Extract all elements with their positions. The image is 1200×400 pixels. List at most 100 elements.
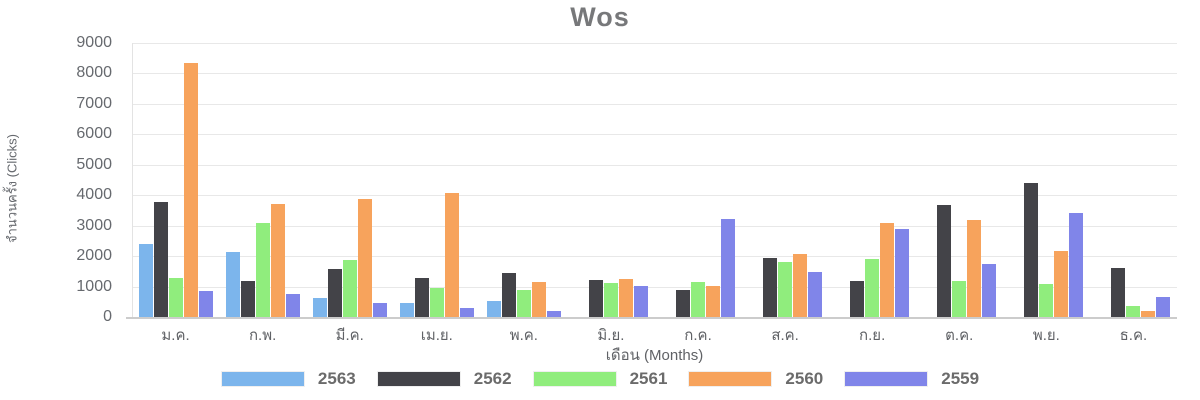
- bar-2561-ก.ย.[interactable]: [865, 259, 880, 317]
- bar-2563-พ.ค.[interactable]: [486, 301, 501, 317]
- y-tick-label: 4000: [76, 186, 112, 204]
- gridline: [132, 43, 1177, 44]
- legend-label: 2560: [785, 369, 824, 388]
- bar-2560-ต.ค.[interactable]: [967, 220, 982, 317]
- bar-2562-ส.ค.[interactable]: [763, 258, 778, 317]
- bar-2562-ก.พ.[interactable]: [240, 281, 255, 317]
- bar-2560-ม.ค.[interactable]: [183, 63, 198, 317]
- bar-2559-ธ.ค.[interactable]: [1156, 297, 1171, 317]
- bar-group-7: [654, 43, 741, 317]
- bar-group-11: [1003, 43, 1090, 317]
- bar-2562-มิ.ย.[interactable]: [588, 280, 603, 317]
- bar-2559-พ.ค.[interactable]: [546, 311, 561, 317]
- bar-2559-ก.ย.[interactable]: [895, 229, 910, 317]
- bar-2561-มี.ค.[interactable]: [342, 260, 357, 317]
- bar-2561-ส.ค.[interactable]: [778, 262, 793, 317]
- bar-group-9: [829, 43, 916, 317]
- chart-title: Wos: [570, 2, 630, 32]
- x-tick-label: พ.ค.: [509, 327, 538, 344]
- bar-2561-ธ.ค.[interactable]: [1126, 306, 1141, 317]
- legend-item-2560[interactable]: 2560: [688, 369, 823, 389]
- bar-2560-ธ.ค.[interactable]: [1141, 311, 1156, 317]
- bar-2560-เม.ย.[interactable]: [444, 193, 459, 317]
- bar-2561-ก.ค.[interactable]: [691, 282, 705, 317]
- x-tick-label: ส.ค.: [771, 327, 799, 344]
- legend-item-2562[interactable]: 2562: [376, 369, 512, 389]
- x-tick-label: มิ.ย.: [597, 327, 625, 344]
- y-tick-label: 6000: [76, 125, 112, 143]
- bar-2561-ก.พ.[interactable]: [255, 223, 270, 317]
- bar-2562-มี.ค.[interactable]: [327, 269, 342, 317]
- bar-2561-ต.ค.[interactable]: [952, 281, 967, 317]
- bar-2563-ก.พ.[interactable]: [225, 252, 240, 317]
- legend-label: 2561: [629, 369, 668, 388]
- bar-2560-พ.ย.[interactable]: [1054, 251, 1069, 317]
- bar-2560-พ.ค.[interactable]: [531, 282, 546, 317]
- bar-2562-ธ.ค.[interactable]: [1111, 268, 1126, 317]
- bar-2563-เม.ย.[interactable]: [399, 303, 414, 317]
- bar-2559-ส.ค.[interactable]: [808, 272, 823, 317]
- legend-swatch-2563: [220, 371, 305, 387]
- bar-groups: [132, 43, 1177, 317]
- x-axis-title: เดือน (Months): [605, 347, 704, 364]
- gridline: [132, 103, 1177, 105]
- legend-item-2563[interactable]: 2563: [220, 369, 356, 389]
- bar-2560-มิ.ย.[interactable]: [618, 279, 633, 317]
- legend-swatch-2560: [688, 371, 773, 387]
- bar-2562-ก.ค.[interactable]: [676, 290, 690, 317]
- bar-2562-ต.ค.[interactable]: [937, 205, 952, 317]
- bar-group-3: [306, 43, 393, 317]
- gridline: [132, 164, 1177, 166]
- bar-2563-มี.ค.[interactable]: [312, 298, 327, 317]
- legend-item-2559[interactable]: 2559: [844, 369, 979, 389]
- y-tick-label: 2000: [76, 247, 112, 265]
- bar-group-6: [567, 43, 654, 317]
- bar-2559-มิ.ย.[interactable]: [633, 286, 648, 317]
- bar-2559-พ.ย.[interactable]: [1069, 213, 1084, 317]
- x-tick-label: ก.พ.: [248, 327, 277, 344]
- legend-label: 2562: [473, 369, 512, 388]
- x-tick-label: ก.ค.: [684, 327, 712, 344]
- bar-2562-ก.ย.[interactable]: [850, 281, 865, 317]
- y-tick-label: 5000: [76, 155, 112, 173]
- bar-2560-ก.ค.[interactable]: [706, 286, 720, 317]
- bar-2559-ก.ค.[interactable]: [721, 219, 735, 317]
- bar-2559-มี.ค.[interactable]: [372, 303, 387, 317]
- bar-2561-พ.ย.[interactable]: [1039, 284, 1054, 317]
- bar-2560-มี.ค.[interactable]: [357, 199, 372, 317]
- bar-group-5: [480, 43, 567, 317]
- bar-2559-เม.ย.[interactable]: [459, 308, 474, 317]
- bar-2561-ม.ค.[interactable]: [168, 278, 183, 317]
- x-tick-label: ธ.ค.: [1119, 327, 1148, 344]
- bar-2562-พ.ย.[interactable]: [1024, 183, 1039, 317]
- y-tick-label: 1000: [76, 277, 112, 295]
- y-tick-label: 7000: [76, 94, 112, 112]
- gridline: [132, 195, 1177, 197]
- bar-2560-ก.ย.[interactable]: [880, 223, 895, 317]
- bar-2563-ม.ค.[interactable]: [138, 244, 153, 317]
- bar-2561-มิ.ย.[interactable]: [603, 283, 618, 317]
- bar-group-12: [1090, 43, 1177, 317]
- bar-2559-ม.ค.[interactable]: [198, 291, 213, 317]
- bar-2562-พ.ค.[interactable]: [501, 273, 516, 317]
- bar-2561-เม.ย.[interactable]: [429, 288, 444, 317]
- gridline: [132, 225, 1177, 227]
- bar-2559-ต.ค.[interactable]: [982, 264, 997, 317]
- legend-item-2561[interactable]: 2561: [532, 369, 668, 389]
- bar-2560-ส.ค.[interactable]: [793, 254, 808, 317]
- x-axis-line: [126, 317, 1177, 319]
- bar-group-10: [916, 43, 1003, 317]
- x-axis-labels: ม.ค. ก.พ. มี.ค. เม.ย. พ.ค. มิ.ย. ก.ค. ส.ค. ก.ย. ต…: [132, 323, 1177, 347]
- bar-group-4: [393, 43, 480, 317]
- x-tick-label: มี.ค.: [335, 327, 364, 344]
- x-tick-label: ก.ย.: [859, 327, 886, 344]
- bar-2562-ม.ค.[interactable]: [153, 202, 168, 317]
- bar-2561-พ.ค.[interactable]: [516, 290, 531, 317]
- legend-label: 2559: [941, 369, 980, 388]
- bar-2560-ก.พ.[interactable]: [270, 204, 285, 317]
- gridline: [132, 286, 1177, 288]
- bar-2562-เม.ย.[interactable]: [414, 278, 429, 317]
- bar-2559-ก.พ.[interactable]: [285, 294, 300, 317]
- y-tick-label: 3000: [76, 216, 112, 234]
